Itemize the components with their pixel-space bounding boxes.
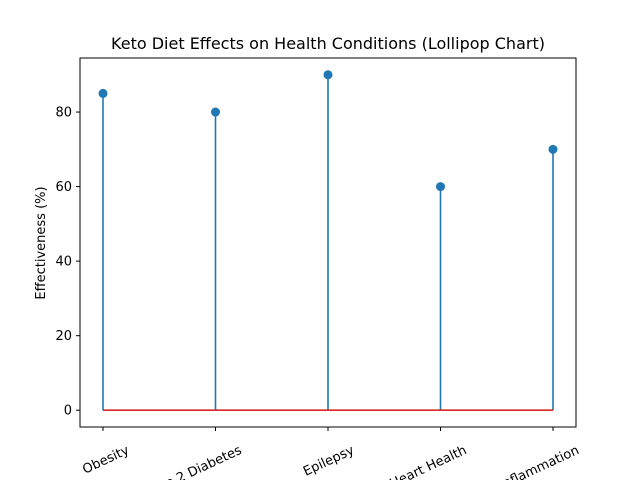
y-tick-label-0: 0 [64,404,72,419]
marker-1 [98,88,108,98]
chart-title: Keto Diet Effects on Health Conditions (… [111,34,545,53]
y-tick-label-80: 80 [55,106,72,121]
y-tick-label-60: 60 [55,180,72,195]
marker-4 [436,182,445,192]
marker-5 [548,144,558,154]
y-axis-label: Effectiveness (%) [34,186,49,299]
y-tick-label-20: 20 [55,329,72,344]
y-tick-label-40: 40 [55,255,72,270]
axes-frame [79,57,577,428]
marker-3 [323,70,333,80]
marker-2 [211,107,220,117]
